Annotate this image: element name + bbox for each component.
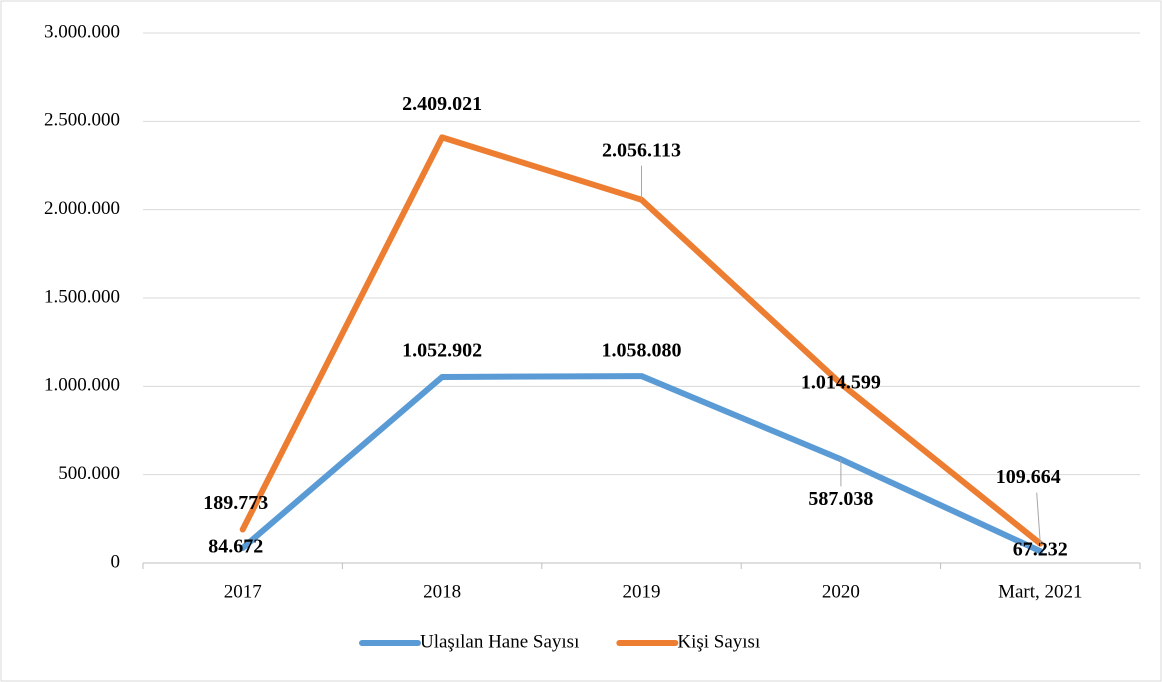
y-tick-label: 2.500.000: [44, 110, 120, 131]
data-label: 1.014.599: [801, 371, 881, 393]
data-label: 84.672: [208, 536, 263, 558]
y-tick-label: 2.000.000: [44, 198, 120, 219]
x-tick-label: 2018: [423, 581, 461, 602]
legend-label: Kişi Sayısı: [677, 631, 760, 652]
x-tick-label: Mart, 2021: [998, 581, 1082, 602]
y-tick-label: 1.500.000: [44, 286, 120, 307]
data-label: 1.058.080: [602, 340, 682, 362]
x-tick-label: 2020: [822, 581, 860, 602]
data-label: 2.409.021: [402, 93, 482, 115]
legend-label: Ulaşılan Hane Sayısı: [420, 631, 579, 652]
y-tick-label: 0: [111, 551, 121, 572]
series-line: [239, 373, 1044, 555]
leader-line: [1036, 492, 1041, 544]
y-tick-label: 500.000: [58, 463, 120, 484]
data-label: 67.232: [1013, 539, 1068, 561]
y-tick-label: 3.000.000: [44, 21, 120, 42]
data-label: 2.056.113: [602, 139, 681, 161]
x-tick-label: 2017: [224, 581, 262, 602]
data-label: 1.052.902: [402, 340, 482, 362]
data-label: 109.664: [996, 466, 1061, 488]
data-label: 587.038: [808, 488, 873, 510]
data-label: 189.773: [203, 492, 268, 514]
x-tick-label: 2019: [623, 581, 661, 602]
y-tick-label: 1.000.000: [44, 375, 120, 396]
